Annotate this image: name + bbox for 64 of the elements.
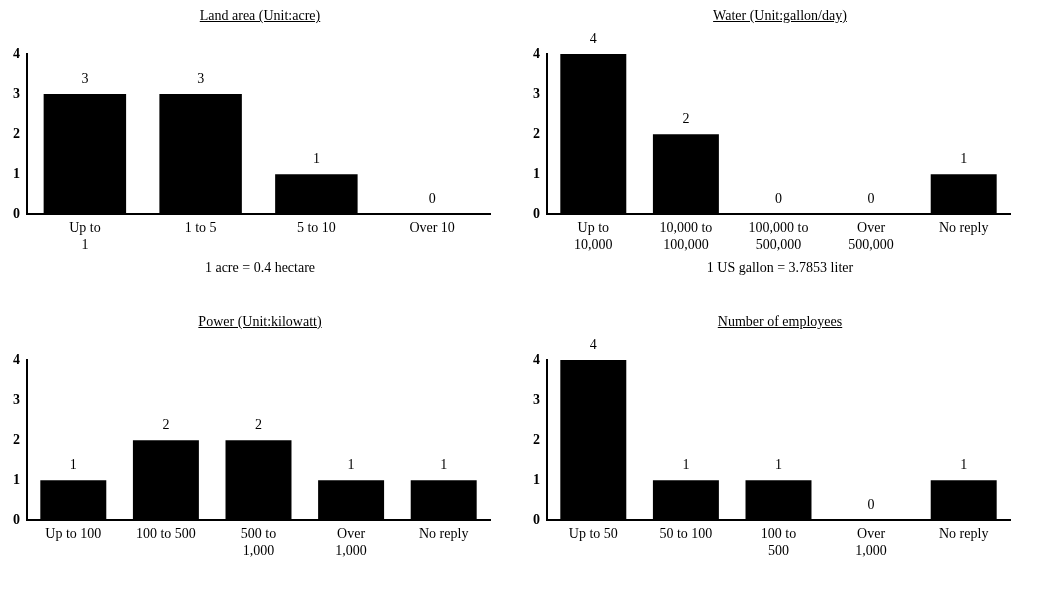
- data-label: 4: [589, 336, 597, 352]
- x-tick-label: Over 500,000: [848, 220, 894, 253]
- x-tick-label: No reply: [419, 526, 469, 542]
- y-tick-label: 3: [533, 85, 540, 101]
- x-tick-label: Over 10: [409, 220, 455, 236]
- x-tick-label: Over 1,000: [855, 526, 887, 559]
- y-tick-label: 0: [13, 512, 20, 528]
- data-label: 0: [867, 191, 875, 207]
- data-label: 1: [682, 456, 690, 472]
- y-tick-label: 4: [13, 45, 20, 61]
- chart-title: Water (Unit:gallon/day): [712, 7, 848, 25]
- chart-title: Land area (Unit:acre): [198, 7, 322, 25]
- y-tick-label: 4: [533, 351, 540, 367]
- data-label: 1: [440, 456, 448, 472]
- y-tick-label: 1: [533, 165, 540, 181]
- x-tick-label: 100 to 500: [135, 526, 196, 542]
- x-tick-label: No reply: [939, 526, 989, 542]
- x-tick-label: Up to 100: [45, 526, 102, 542]
- x-tick-label: Up to 50: [568, 526, 618, 542]
- y-tick-label: 4: [533, 45, 540, 61]
- y-tick-label: 1: [533, 471, 540, 487]
- x-tick-label: Up to 1: [69, 220, 101, 253]
- data-label: 0: [867, 497, 875, 513]
- x-tick-label: 1 to 5: [184, 220, 217, 236]
- x-tick-label: 5 to 10: [296, 220, 336, 236]
- x-tick-label: Up to 10,000: [574, 220, 613, 253]
- data-label: 2: [682, 110, 690, 126]
- y-tick-label: 2: [533, 431, 540, 447]
- data-label: 2: [162, 416, 170, 432]
- data-label: 4: [589, 30, 597, 46]
- x-tick-label: Over 1,000: [335, 526, 367, 559]
- y-tick-label: 0: [533, 512, 540, 528]
- data-label: 1: [775, 456, 782, 472]
- y-tick-label: 1: [13, 471, 20, 487]
- x-tick-label: 500 to 1,000: [240, 526, 277, 559]
- y-tick-label: 0: [13, 206, 20, 222]
- y-tick-label: 4: [13, 351, 20, 367]
- text: 1 US gallon = 3.7853 liter: [705, 260, 855, 276]
- data-label: 1: [960, 150, 968, 166]
- y-tick-label: 2: [13, 431, 20, 447]
- y-tick-label: 3: [533, 391, 540, 407]
- data-label: 1: [69, 456, 77, 472]
- y-tick-label: 2: [533, 125, 540, 141]
- chart-title: Number of employees: [716, 313, 844, 331]
- y-tick-label: 2: [13, 125, 20, 141]
- data-label: 3: [81, 70, 89, 86]
- y-tick-label: 1: [13, 165, 20, 181]
- data-label: 1: [960, 456, 968, 472]
- y-tick-label: 3: [13, 391, 20, 407]
- data-label: 3: [197, 70, 205, 86]
- data-label: 2: [255, 416, 262, 432]
- x-tick-label: 10,000 to 100,000: [659, 220, 713, 253]
- data-label: 0: [775, 191, 782, 207]
- chart-title: Power (Unit:kilowatt): [197, 313, 323, 331]
- x-tick-label: 100 to 500: [760, 526, 797, 559]
- data-label: 0: [428, 191, 436, 207]
- text: 1 acre = 0.4 hectare: [203, 260, 317, 276]
- y-tick-label: 3: [13, 85, 20, 101]
- x-tick-label: 50 to 100: [659, 526, 713, 542]
- x-tick-label: 100,000 to 500,000: [748, 220, 809, 253]
- y-tick-label: 0: [533, 206, 540, 222]
- data-label: 1: [312, 150, 320, 166]
- x-tick-label: No reply: [939, 220, 989, 236]
- data-label: 1: [347, 456, 355, 472]
